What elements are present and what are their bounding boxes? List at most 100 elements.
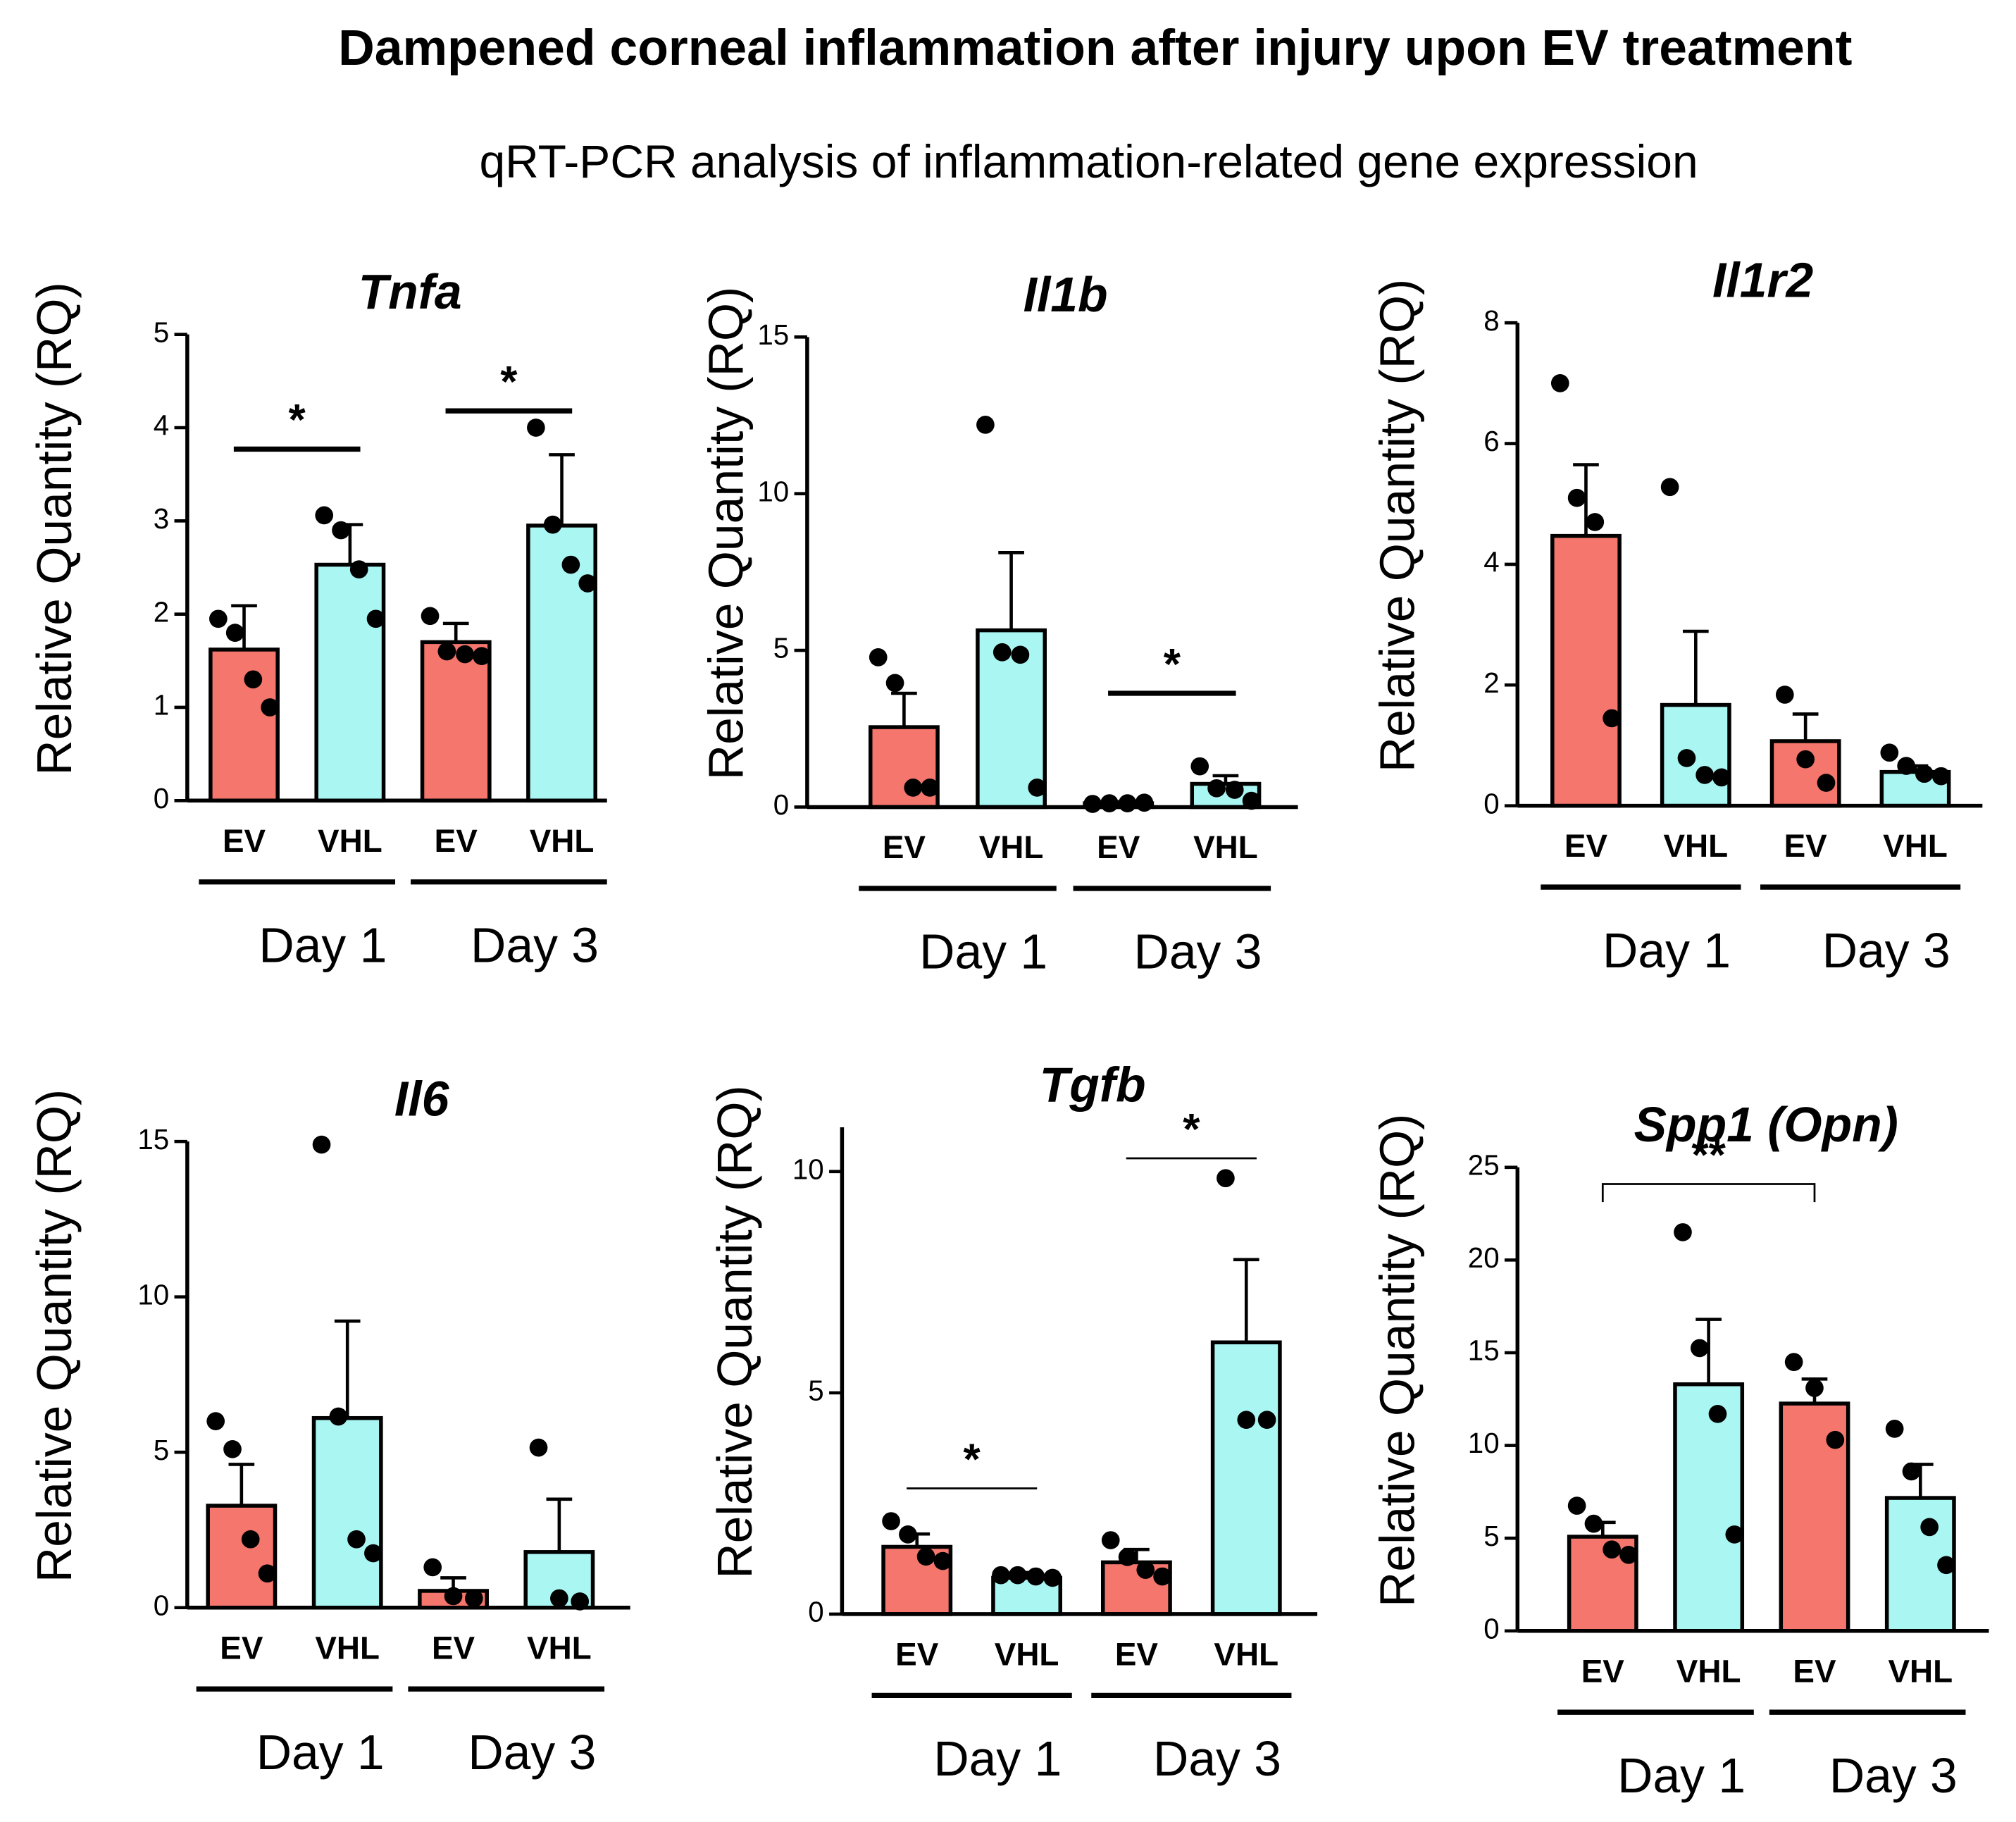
data-point xyxy=(578,574,597,593)
data-point xyxy=(349,560,368,578)
data-point xyxy=(1885,1420,1904,1438)
group-label: Day 1 xyxy=(256,1725,385,1780)
group-label: Day 3 xyxy=(1134,924,1262,979)
data-point xyxy=(315,506,334,525)
data-point xyxy=(421,607,440,626)
y-tick-label: 5 xyxy=(154,316,169,348)
data-point xyxy=(329,1407,348,1426)
data-point xyxy=(1083,795,1102,813)
data-point xyxy=(364,1544,382,1563)
data-point xyxy=(1880,743,1899,762)
y-tick-label: 4 xyxy=(1483,546,1499,578)
data-point xyxy=(1008,1566,1027,1585)
y-tick-label: 25 xyxy=(1468,1148,1500,1181)
data-point xyxy=(1674,1223,1692,1241)
x-tick-label: EV xyxy=(1793,1653,1836,1689)
panel-title: Il6 xyxy=(394,1072,450,1127)
y-axis-label: Relative Quantity (RQ) xyxy=(1370,1114,1425,1607)
significance-label: ** xyxy=(1691,1131,1726,1179)
data-point xyxy=(1775,686,1794,704)
x-tick-label: EV xyxy=(883,829,926,865)
error-bar xyxy=(1233,1258,1259,1343)
error-bar xyxy=(1682,629,1709,705)
y-axis-label: Relative Quantity (RQ) xyxy=(698,287,753,780)
data-point xyxy=(1817,774,1836,792)
error-bar xyxy=(549,453,575,526)
data-point xyxy=(1118,1548,1137,1566)
y-tick-label: 3 xyxy=(154,502,169,535)
data-point xyxy=(1805,1379,1824,1397)
y-tick-label: 15 xyxy=(1468,1334,1500,1367)
data-point xyxy=(1011,645,1030,664)
x-tick-label: EV xyxy=(1784,828,1828,864)
significance-label: * xyxy=(1183,1105,1200,1154)
group-label: Day 3 xyxy=(471,917,599,972)
x-tick-label: EV xyxy=(1581,1653,1625,1689)
data-point xyxy=(1725,1525,1744,1544)
data-point xyxy=(1826,1430,1845,1449)
x-tick-label: EV xyxy=(223,823,266,859)
bar xyxy=(1660,702,1731,808)
y-tick-label: 0 xyxy=(154,1589,169,1621)
group-label: Day 3 xyxy=(1829,1748,1958,1803)
data-point xyxy=(258,1564,277,1583)
x-tick-label: VHL xyxy=(979,829,1044,865)
data-point xyxy=(1603,1540,1621,1559)
data-point xyxy=(899,1525,917,1544)
data-point xyxy=(1584,1514,1603,1533)
data-point xyxy=(1190,757,1209,776)
y-tick-label: 15 xyxy=(757,318,789,351)
panel-title: Il1b xyxy=(1023,267,1108,322)
y-tick-label: 5 xyxy=(808,1375,823,1407)
data-point xyxy=(992,1566,1010,1585)
data-point xyxy=(1902,1462,1921,1481)
significance-bracket xyxy=(1601,1183,1816,1203)
y-axis-label: Relative Quantity (RQ) xyxy=(27,1089,82,1582)
bar xyxy=(420,640,492,803)
data-point xyxy=(529,1438,548,1457)
y-tick-label: 2 xyxy=(1483,667,1499,699)
y-tick-label: 15 xyxy=(137,1123,169,1155)
data-point xyxy=(1712,768,1731,787)
data-point xyxy=(1708,1405,1727,1423)
y-axis-label: Relative Quantity (RQ) xyxy=(1370,279,1425,772)
x-tick-label: EV xyxy=(432,1630,475,1666)
error-bar xyxy=(1695,1318,1722,1384)
data-point xyxy=(1586,513,1605,531)
y-tick-label: 0 xyxy=(1483,1612,1499,1644)
x-tick-label: VHL xyxy=(1663,828,1728,864)
figure-title: Dampened corneal inflammation after inju… xyxy=(338,20,1852,76)
x-tick-label: VHL xyxy=(995,1637,1059,1673)
data-point xyxy=(1225,781,1244,799)
data-point xyxy=(1897,757,1915,775)
group-label: Day 1 xyxy=(919,924,1047,979)
error-bar xyxy=(228,1463,255,1506)
bar xyxy=(1210,1340,1282,1616)
data-point xyxy=(1135,793,1154,812)
group-label: Day 1 xyxy=(1603,923,1731,978)
error-bar xyxy=(998,551,1024,631)
data-point xyxy=(882,1512,900,1530)
data-point xyxy=(437,642,456,661)
error-bar xyxy=(546,1497,573,1552)
data-point xyxy=(885,674,904,693)
data-point xyxy=(241,1530,260,1549)
y-tick-label: 2 xyxy=(154,595,169,628)
error-bar xyxy=(1573,463,1599,536)
data-point xyxy=(550,1589,568,1608)
bar xyxy=(311,1415,383,1610)
error-bar xyxy=(891,691,917,728)
data-point xyxy=(1257,1411,1276,1430)
panel-title: Tgfb xyxy=(1040,1057,1146,1112)
panel-title: Tnfa xyxy=(359,264,462,319)
y-tick-label: 6 xyxy=(1483,425,1499,457)
bar xyxy=(526,523,597,803)
panel-title: Spp1 (Opn) xyxy=(1634,1097,1898,1152)
bar xyxy=(206,1504,278,1610)
group-label: Day 3 xyxy=(1822,923,1950,978)
data-point xyxy=(1619,1546,1638,1564)
y-tick-label: 10 xyxy=(792,1153,824,1185)
data-point xyxy=(1100,794,1119,812)
data-point xyxy=(332,521,350,540)
